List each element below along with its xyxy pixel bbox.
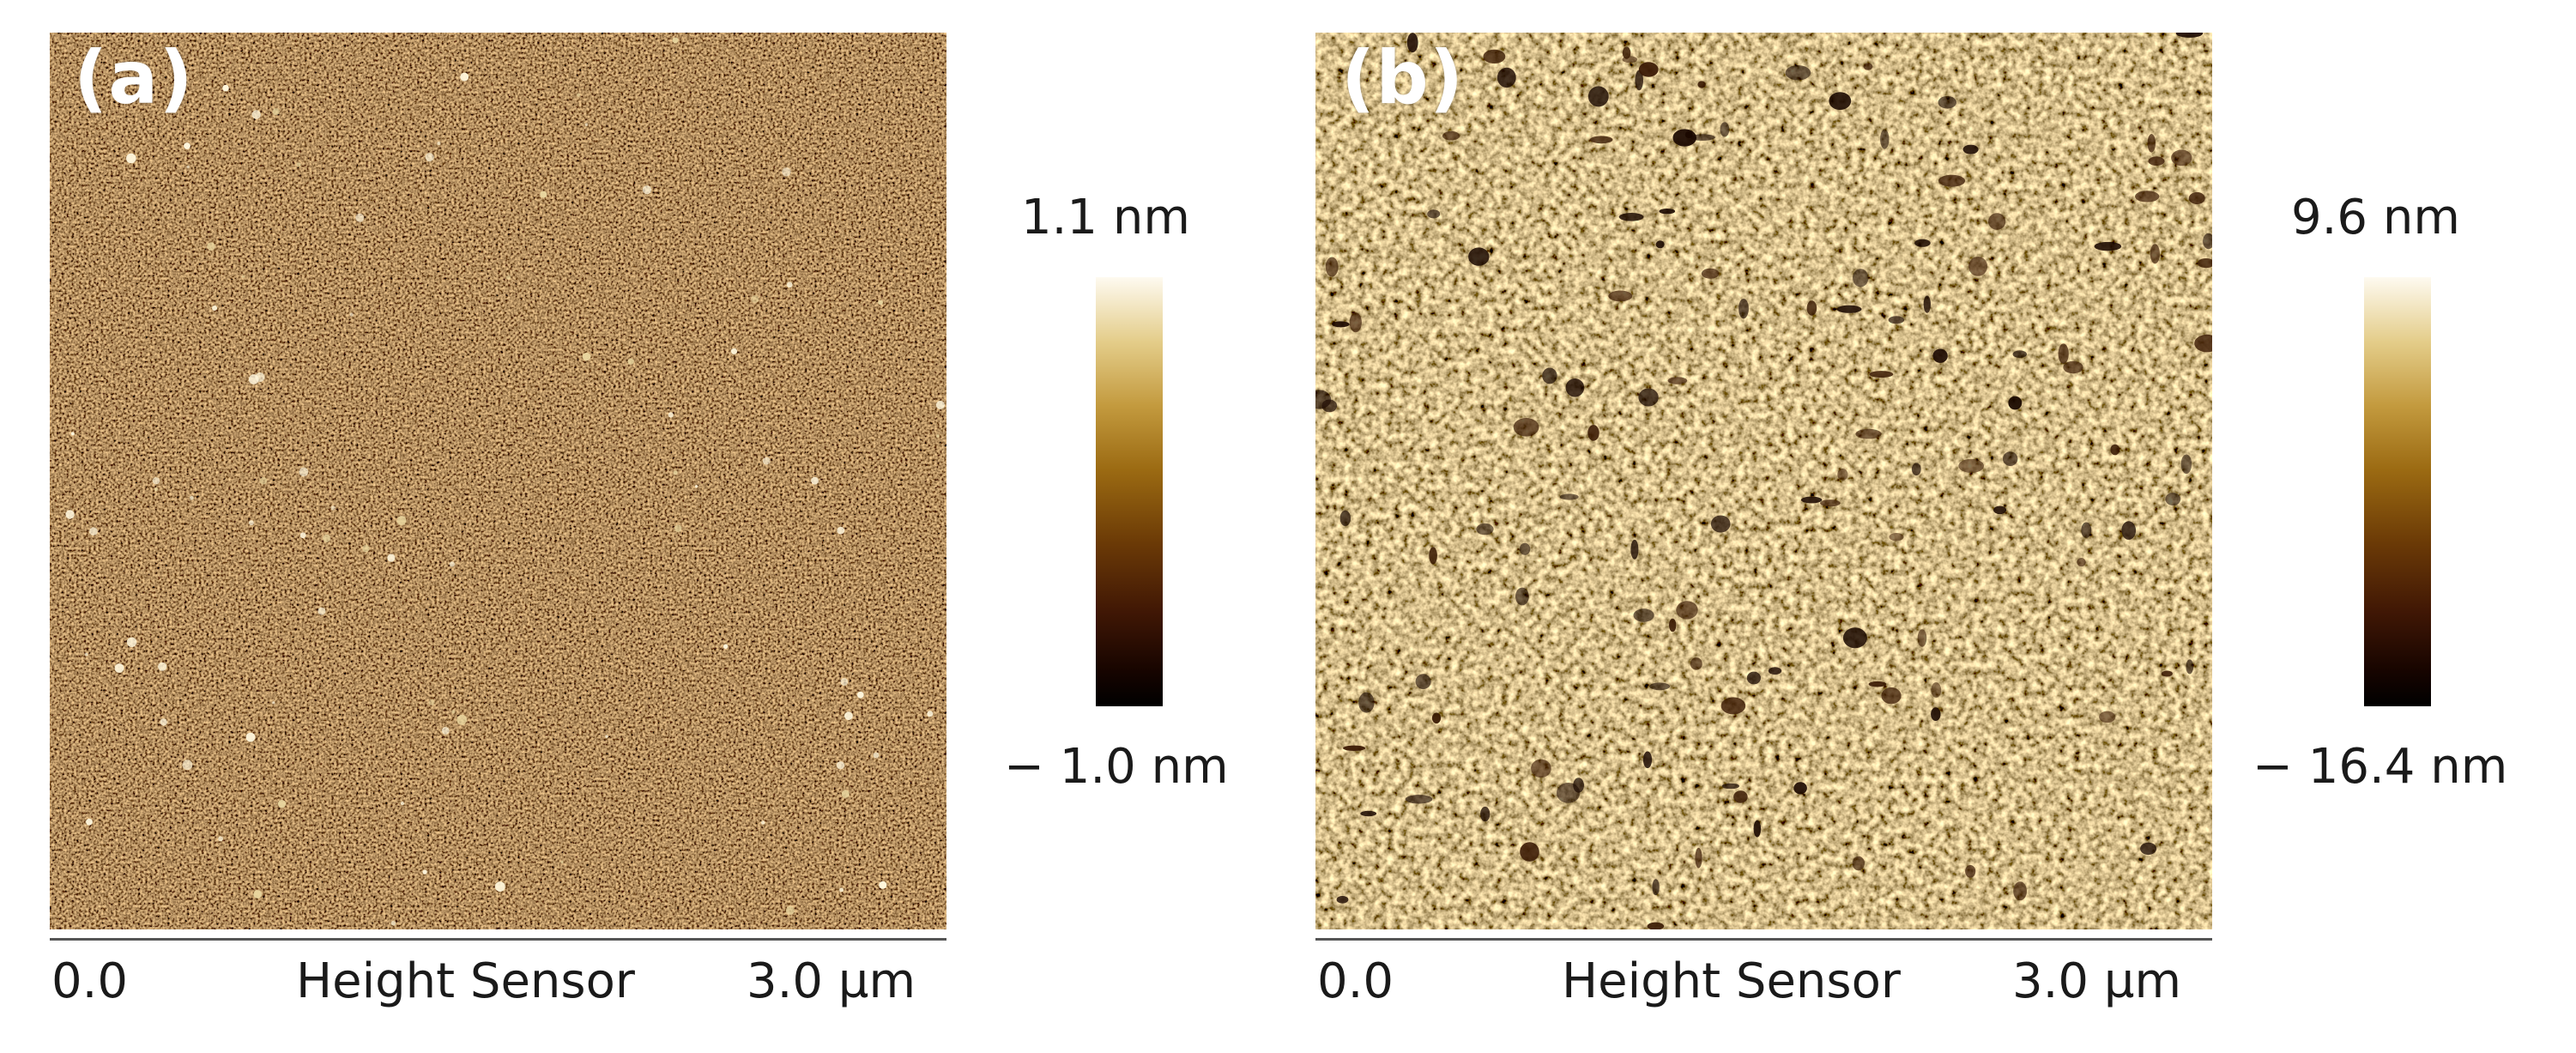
- axis-end-label-a: 3.0 µm: [747, 953, 916, 1009]
- colorbar-a: [1096, 277, 1163, 706]
- axis-start-label-b: 0.0: [1317, 953, 1394, 1009]
- dark-pores-b: [1315, 33, 2212, 929]
- bright-particles-a: [65, 37, 945, 926]
- afm-height-image-a: [50, 33, 946, 929]
- colorbar-min-label-b: − 16.4 nm: [2252, 739, 2508, 795]
- colorbar-b: [2364, 277, 2431, 706]
- colorbar-max-label-a: 1.1 nm: [1021, 190, 1190, 245]
- axis-end-label-b: 3.0 µm: [2012, 953, 2182, 1009]
- axis-channel-label-a: Height Sensor: [296, 953, 635, 1009]
- afm-height-image-b: [1315, 33, 2212, 929]
- scale-axis-line-b: [1315, 938, 2212, 941]
- colorbar-max-label-b: 9.6 nm: [2291, 190, 2460, 245]
- axis-channel-label-b: Height Sensor: [1562, 953, 1901, 1009]
- panel-label-a: (a): [74, 35, 194, 121]
- colorbar-min-label-a: − 1.0 nm: [1004, 739, 1229, 795]
- axis-start-label-a: 0.0: [51, 953, 129, 1009]
- scale-axis-line-a: [50, 938, 946, 941]
- panel-label-b: (b): [1341, 35, 1465, 121]
